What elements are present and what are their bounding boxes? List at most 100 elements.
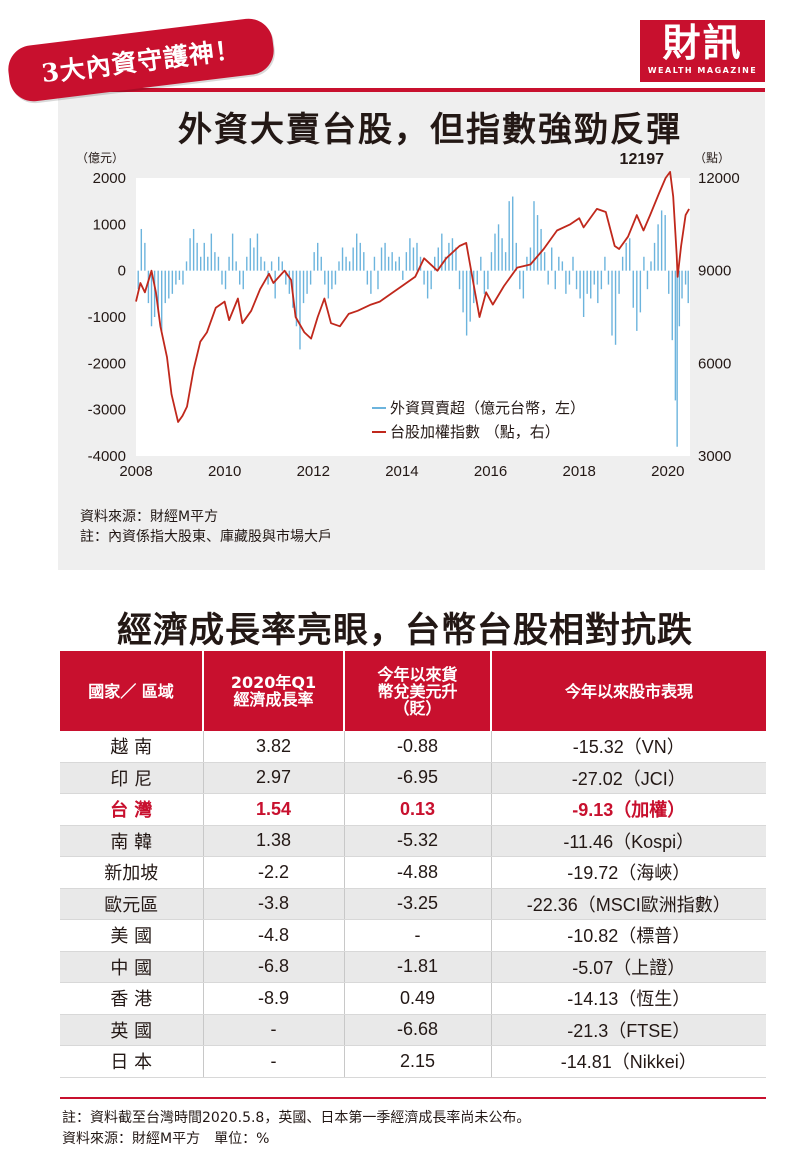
flow-bar [235,261,237,271]
chart-footnote: 註：內資係指大股東、庫藏股與市場大戶 [80,529,332,545]
flow-bar [597,270,599,304]
flow-bar [327,270,330,299]
header-fx: 今年以來貨 幣兌美元升 （貶） [344,651,492,731]
flow-bar [217,256,220,271]
flow-bar [140,228,143,271]
flow-bar [278,256,280,271]
flow-bar [242,270,244,290]
flow-bar [522,270,525,299]
flow-bar [377,270,379,290]
flow-bar [395,261,397,271]
table-row: 越 南 3.82 -0.88 -15.32（VN） [60,731,766,763]
flow-bar [590,270,592,299]
flow-bar [611,270,613,336]
header-rule [58,88,765,92]
cell-stock-performance: -14.13（恆生） [491,982,766,1015]
flow-bar [646,270,649,290]
cell-stock-performance: -27.02（JCI） [491,762,766,794]
peak-label: 12197 [620,151,665,168]
flow-bar [629,238,631,271]
flow-bar [650,261,652,271]
flow-bar [320,256,322,271]
flow-bar [674,270,677,401]
flow-bar [614,270,617,345]
flow-bar [671,270,673,341]
cell-stock-performance: -19.72（海峽） [491,856,766,889]
flow-bar [441,233,443,271]
flow-bar [402,270,404,280]
flow-bar [306,270,308,294]
flow-bar [678,270,681,327]
cell-fx-change: 0.49 [344,982,492,1015]
flow-bar [384,242,386,271]
flow-bar [373,256,376,271]
flow-bar [171,270,174,294]
flow-bar [228,256,230,271]
x-tick-label: 2014 [385,463,418,480]
flow-bar [334,270,337,285]
flow-bar [579,270,581,299]
cell-stock-performance: -5.07（上證） [491,951,766,983]
flow-bar [536,215,539,271]
x-tick-label: 2012 [297,463,330,480]
flow-bar [607,270,610,285]
flow-bar [313,252,315,271]
flow-bar [434,256,436,271]
flow-bar [153,270,156,317]
cell-stock-performance: -11.46（Kospi） [491,825,766,857]
table-notes: 註：資料截至台灣時間2020.5.8，英國、日本第一季經濟成長率尚未公布。 資料… [62,1108,530,1150]
logo-main: 財訊 [662,20,743,65]
table-title: 經濟成長率亮眼，台幣台股相對抗跌 [116,610,693,651]
flow-bar [684,270,687,285]
flow-bar [210,233,213,271]
flow-bar [317,242,319,271]
left-tick-label: 0 [118,263,126,280]
flow-bar [203,242,205,271]
cell-stock-performance: -9.13（加權） [491,793,766,826]
flow-bar [285,270,287,285]
cell-gdp-growth: -6.8 [203,951,345,983]
cell-country: 新加坡 [60,856,204,889]
cell-country: 越 南 [60,731,204,763]
flow-bar [338,261,340,271]
x-tick-label: 2010 [208,463,241,480]
cell-gdp-growth: -8.9 [203,982,345,1015]
flow-bar [366,270,369,285]
flow-bar [519,270,521,290]
legend-label-index: 台股加權指數 （點，右） [390,423,560,441]
flow-bar [380,247,383,271]
data-table: 國家／ 區域 2020年Q1 經濟成長率 今年以來貨 幣兌美元升 （貶） 今年以來股市… [60,651,766,1078]
cell-fx-change: -0.88 [344,731,492,763]
flow-bar [653,242,656,271]
flow-bar [263,261,266,271]
flow-bar [480,256,482,271]
flow-bar [409,238,411,271]
flow-bar [359,242,361,271]
cell-stock-performance: -22.36（MSCI歐洲指數） [491,888,766,920]
table-row: 日 本 -2.15 -14.81（Nikkei） [60,1045,766,1078]
table-row: 南 韓 1.38 -5.32 -11.46（Kospi） [60,825,766,857]
flow-bar [639,270,642,313]
flow-bar [416,242,418,271]
cell-stock-performance: -10.82（標普） [491,919,766,952]
cell-gdp-growth: -3.8 [203,888,345,920]
flow-bar [533,201,535,271]
flow-bar [302,270,305,304]
flow-bar [636,270,638,331]
flow-bar [529,247,532,271]
cell-country: 歐元區 [60,888,204,920]
table-footnote: 註：資料截至台灣時間2020.5.8，英國、日本第一季經濟成長率尚未公布。 [62,1110,531,1126]
flow-bar [324,270,326,285]
flow-bar [657,224,659,271]
cell-country: 南 韓 [60,825,204,857]
flow-bar [175,270,177,285]
flow-bar [178,270,181,280]
flow-bar [356,233,358,271]
flow-bar [185,261,188,271]
flow-bar [348,261,351,271]
cell-gdp-growth: -4.8 [203,919,345,952]
x-tick-label: 2018 [563,463,596,480]
left-tick-label: -4000 [88,448,126,465]
flow-bar [370,270,372,294]
